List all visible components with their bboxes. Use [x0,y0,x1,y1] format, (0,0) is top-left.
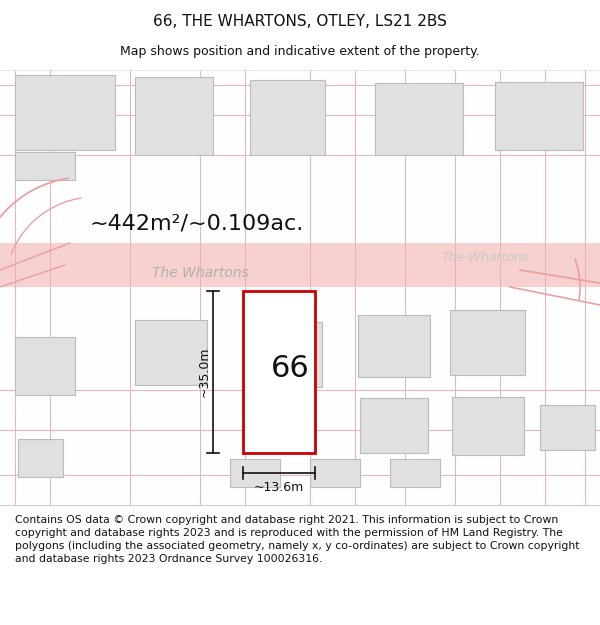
Text: The-Whartons: The-Whartons [442,251,529,264]
Text: ~442m²/~0.109ac.: ~442m²/~0.109ac. [90,213,304,233]
Bar [135,77,213,155]
Bar [15,337,75,395]
Bar [540,405,595,450]
Bar [250,80,325,155]
Bar [390,459,440,487]
Bar [310,459,360,487]
Bar [18,439,63,477]
Bar [252,322,322,387]
Bar [15,152,75,180]
Text: 66, THE WHARTONS, OTLEY, LS21 2BS: 66, THE WHARTONS, OTLEY, LS21 2BS [153,14,447,29]
Text: ~13.6m: ~13.6m [254,481,304,494]
Bar [243,291,315,453]
Text: 66: 66 [271,354,309,383]
Bar [452,397,524,455]
Bar [135,320,207,385]
Text: Contains OS data © Crown copyright and database right 2021. This information is : Contains OS data © Crown copyright and d… [15,514,580,564]
Bar [495,82,583,150]
Text: Map shows position and indicative extent of the property.: Map shows position and indicative extent… [120,46,480,59]
Bar [0,243,600,287]
Bar [230,459,280,487]
Bar [360,398,428,453]
Bar [450,310,525,375]
Text: The Whartons: The Whartons [152,266,248,280]
Bar [15,75,115,150]
Text: ~35.0m: ~35.0m [197,347,211,398]
Bar [375,83,463,155]
Bar [358,315,430,377]
